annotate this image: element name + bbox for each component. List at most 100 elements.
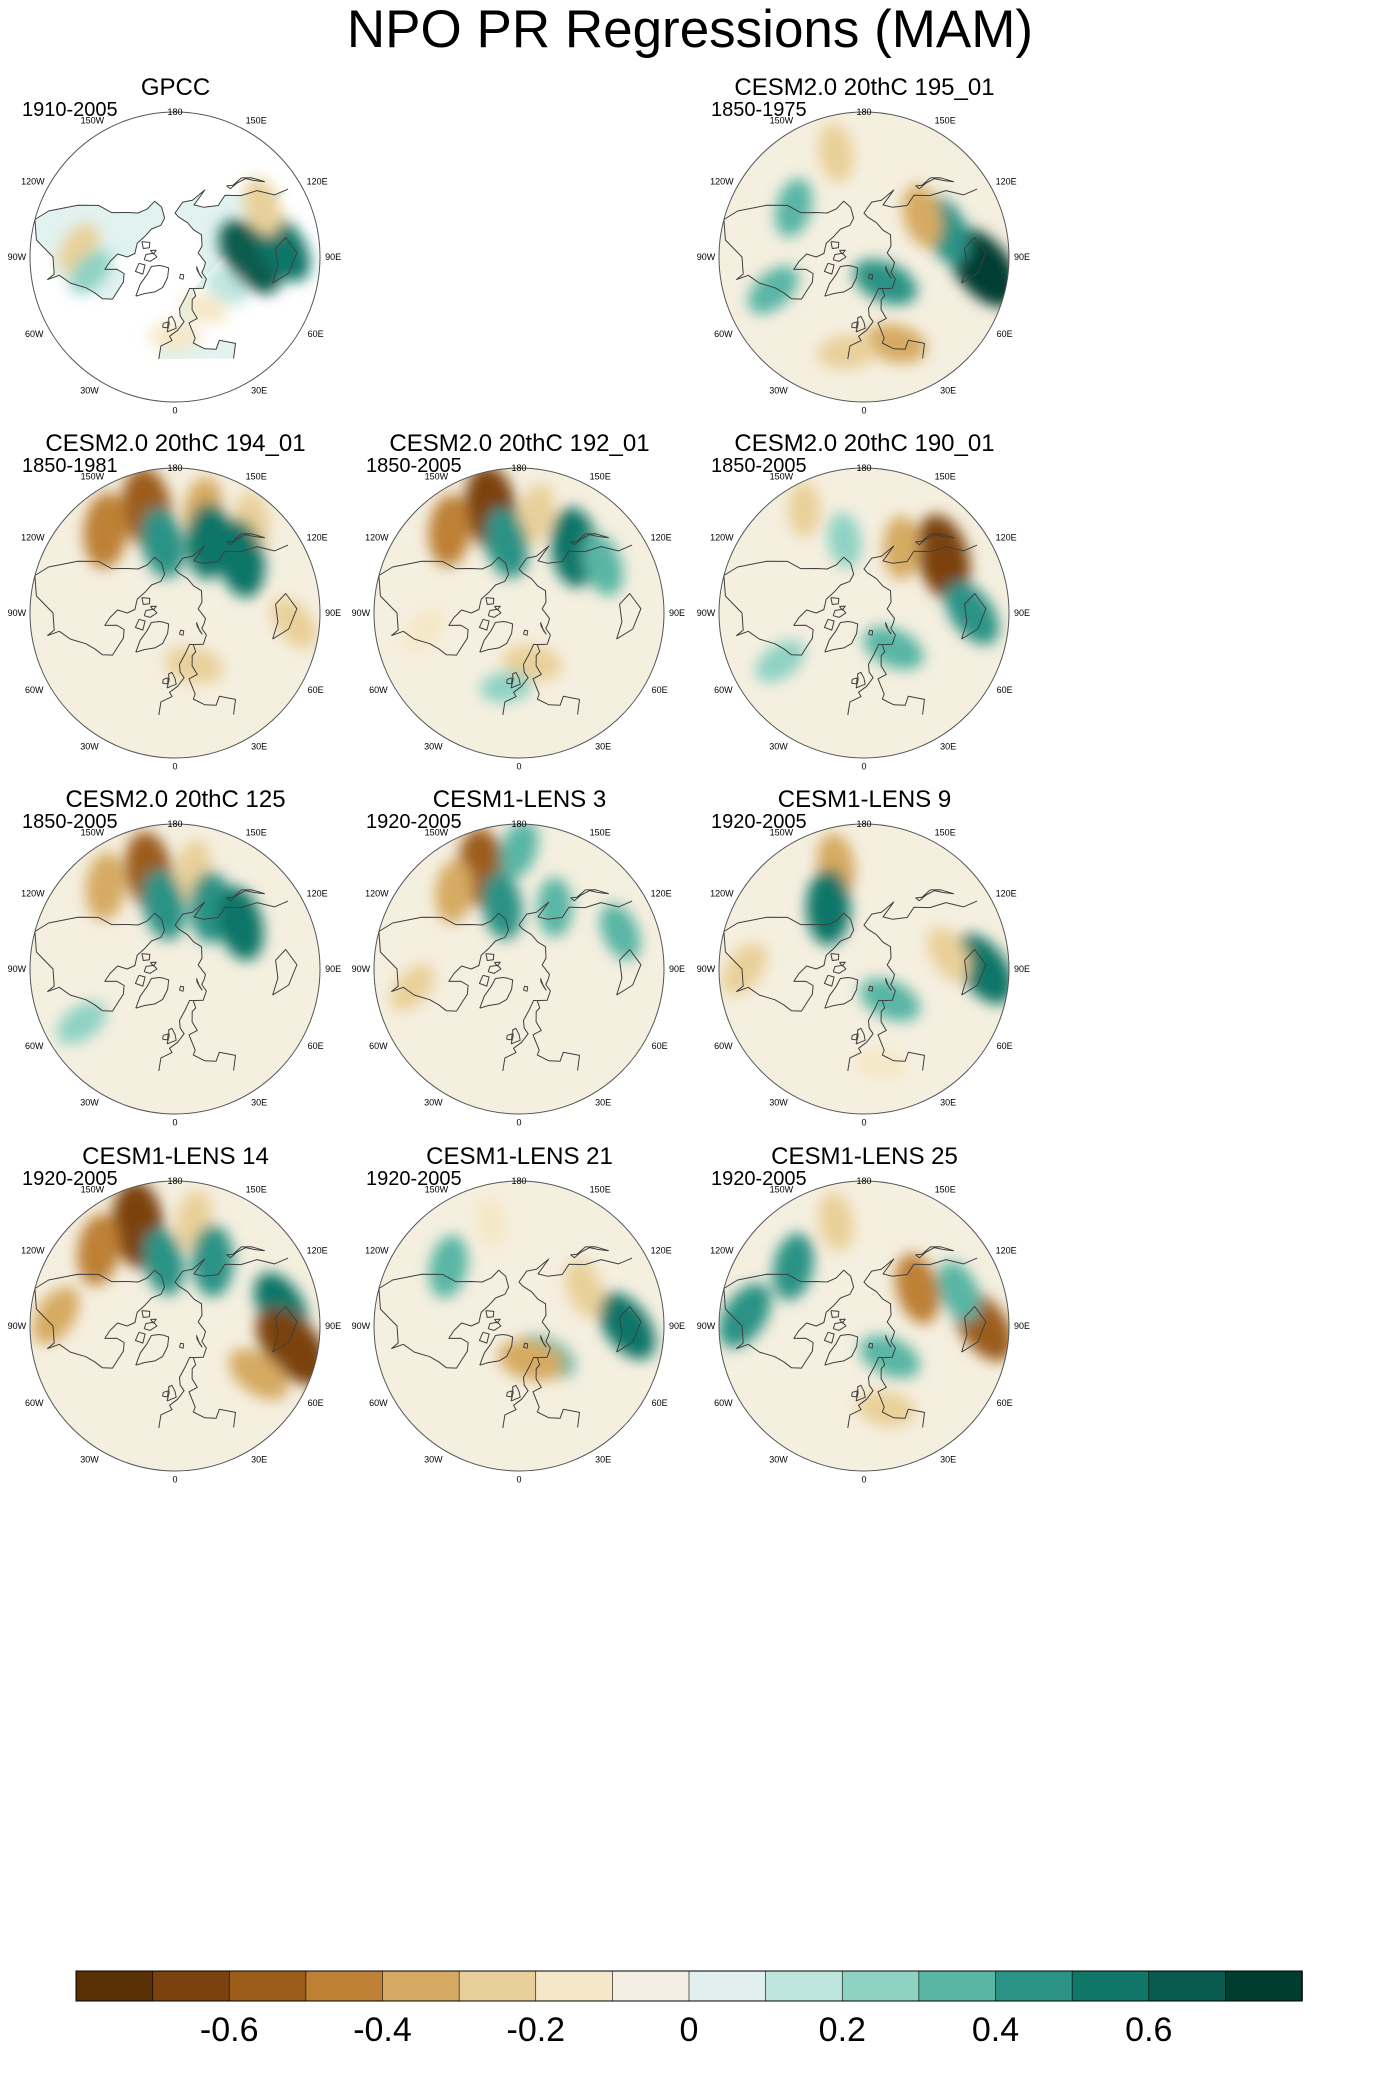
longitude-label: 30E: [940, 385, 956, 395]
colorbar-segment: [612, 1970, 690, 2002]
longitude-label: 90E: [1014, 964, 1030, 974]
longitude-label: 120W: [365, 533, 389, 543]
longitude-label: 60W: [714, 1398, 733, 1408]
longitude-label: 0: [516, 762, 521, 772]
coastline: [506, 1033, 513, 1041]
coastline: [158, 1356, 236, 1429]
coastline: [158, 287, 236, 360]
longitude-label: 150E: [935, 116, 956, 126]
colorbar-segment: [1071, 1970, 1150, 2002]
panel-period: 1920-2005: [366, 1168, 462, 1190]
panel-period: 1910-2005: [22, 99, 118, 121]
coastline: [851, 1390, 858, 1398]
coastline: [830, 597, 840, 605]
anomaly-feature: [56, 1001, 107, 1045]
anomaly-feature: [600, 903, 641, 961]
longitude-label: 0: [172, 762, 177, 772]
map-panel: 180 150E 120E 90E 60E 30E 0 30W 60W 90W 120W 150W: [697, 107, 1030, 416]
coastline: [226, 177, 265, 190]
figure-title: NPO PR Regressions (MAM): [346, 0, 1034, 59]
anomaly-feature: [859, 1335, 921, 1379]
coastline: [143, 608, 158, 618]
coastline: [961, 237, 987, 284]
longitude-label: 60E: [652, 685, 668, 695]
map-panel: 180 150E 120E 90E 60E 30E 0 30W 60W 90W 120W 150W: [352, 1176, 685, 1485]
anomaly-feature: [83, 492, 128, 569]
panel-title: CESM1-LENS 14: [82, 1143, 269, 1170]
coastline: [823, 974, 835, 987]
map-outline: [373, 467, 665, 759]
anomaly-feature: [537, 877, 573, 938]
coastline: [885, 622, 892, 635]
coastline: [162, 1390, 169, 1398]
longitude-label: 90E: [669, 964, 685, 974]
coastline: [487, 1321, 502, 1331]
coastline: [485, 597, 495, 605]
coastline: [518, 544, 633, 646]
map-panel: 180 150E 120E 90E 60E 30E 0 30W 60W 90W 120W 150W: [697, 463, 1030, 772]
coastline: [143, 252, 158, 262]
panel-title: CESM1-LENS 9: [777, 786, 952, 813]
coastline: [179, 629, 185, 636]
longitude-label: 90E: [325, 608, 341, 618]
anomaly-feature: [428, 494, 471, 567]
coastline: [523, 985, 529, 992]
coastline: [150, 605, 157, 611]
longitude-label: 180: [856, 107, 871, 117]
longitude-label: 150W: [81, 1185, 105, 1195]
coastline: [723, 556, 855, 656]
longitude-label: 30W: [80, 1454, 99, 1464]
coastline: [502, 999, 580, 1072]
colorbar-segment: [535, 1970, 614, 2002]
anomaly-feature: [390, 964, 436, 1012]
longitude-label: 120E: [307, 533, 328, 543]
anomaly-feature: [902, 184, 943, 248]
coastline: [847, 643, 925, 716]
panel-period: 1850-2005: [22, 811, 118, 833]
longitude-label: 120W: [21, 533, 45, 543]
coastline: [141, 241, 151, 249]
longitude-label: 60E: [308, 1041, 324, 1051]
longitude-label: 150W: [425, 472, 449, 482]
coastline: [823, 262, 835, 275]
longitude-label: 30E: [595, 1097, 611, 1107]
longitude-label: 180: [856, 1176, 871, 1186]
coastline: [506, 677, 513, 685]
anomaly-feature: [497, 1339, 566, 1381]
coastline: [134, 262, 146, 275]
anomaly-feature: [270, 597, 318, 650]
coastline: [570, 533, 609, 546]
coastline: [570, 1246, 609, 1259]
anomaly-feature: [827, 512, 862, 568]
longitude-label: 150W: [425, 828, 449, 838]
panel-title: CESM1-LENS 25: [771, 1143, 958, 1170]
coastline: [150, 1318, 157, 1324]
longitude-label: 0: [861, 1118, 866, 1128]
longitude-label: 30W: [424, 741, 443, 751]
map-panel: 180 150E 120E 90E 60E 30E 0 30W 60W 90W 120W 150W: [8, 1176, 341, 1485]
longitude-label: 90W: [697, 1321, 716, 1331]
anomaly-feature: [755, 640, 806, 683]
longitude-label: 150E: [590, 828, 611, 838]
longitude-label: 150W: [81, 828, 105, 838]
anomaly-feature: [499, 824, 539, 879]
anomaly-feature: [256, 1308, 320, 1386]
coastline: [824, 265, 859, 297]
coastline: [378, 556, 510, 656]
longitude-label: 150W: [425, 1185, 449, 1195]
longitude-label: 60W: [714, 1041, 733, 1051]
colorbar-segment: [688, 1970, 767, 2002]
coastline: [158, 999, 236, 1072]
map-outline: [718, 1180, 1010, 1472]
coastline: [143, 964, 158, 974]
coastline: [226, 533, 265, 546]
longitude-label: 30E: [940, 1454, 956, 1464]
anomaly-feature: [143, 1228, 185, 1296]
longitude-label: 30W: [424, 1097, 443, 1107]
coastline: [487, 608, 502, 618]
colorbar-tick-label: -0.2: [507, 2011, 566, 2049]
longitude-label: 150W: [81, 472, 105, 482]
longitude-label: 150W: [770, 1185, 794, 1195]
anomaly-feature: [69, 250, 112, 294]
anomaly-feature: [772, 1233, 815, 1301]
